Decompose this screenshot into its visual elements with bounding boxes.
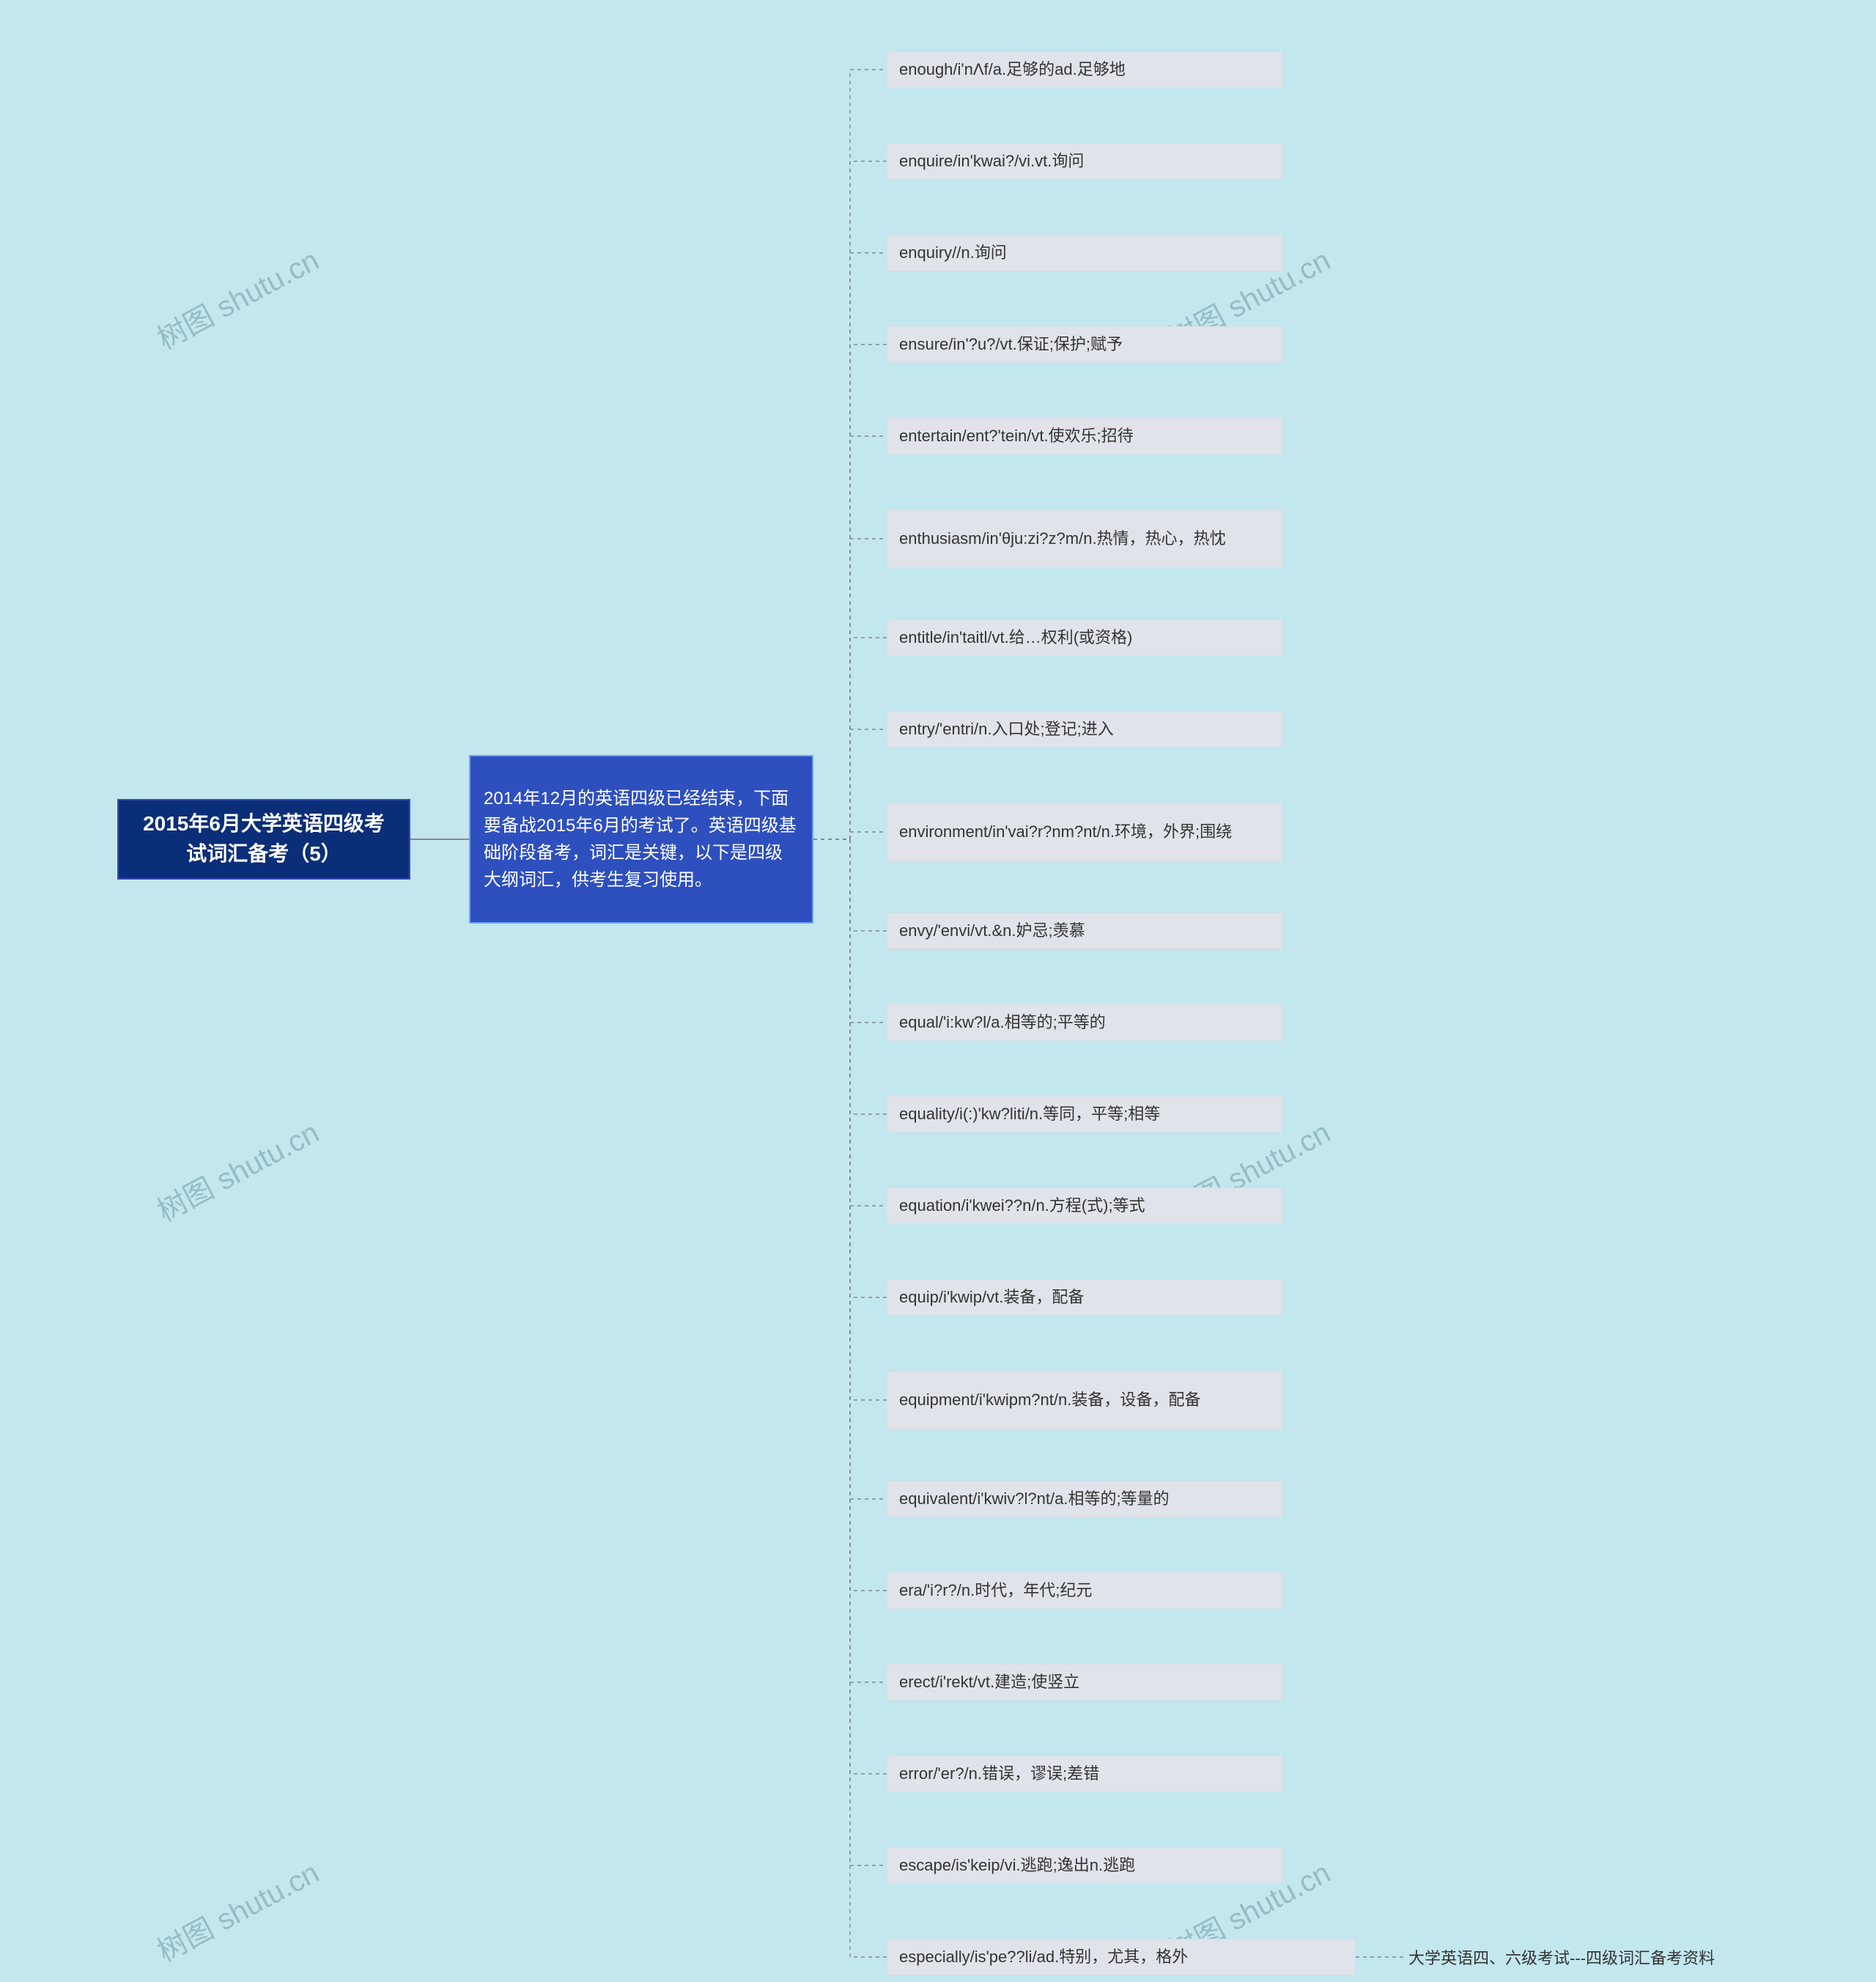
vocab-leaf[interactable]: equal/'i:kw?l/a.相等的;平等的 (887, 1004, 1282, 1041)
vocab-leaf[interactable]: enough/i'nΛf/a.足够的ad.足够地 (887, 51, 1282, 88)
final-note: 大学英语四、六级考试---四级词汇备考资料 (1407, 1942, 1832, 1972)
watermark: 树图 shutu.cn (149, 237, 325, 358)
vocab-leaf[interactable]: era/'i?r?/n.时代，年代;纪元 (887, 1572, 1282, 1609)
vocab-leaf[interactable]: equation/i'kwei??n/n.方程(式);等式 (887, 1187, 1282, 1224)
mindmap-canvas: 树图 shutu.cn树图 shutu.cn树图 shutu.cn树图 shut… (0, 0, 1876, 1982)
vocab-leaf[interactable]: ensure/in'?u?/vt.保证;保护;赋予 (887, 326, 1282, 363)
vocab-leaf[interactable]: enquire/in'kwai?/vi.vt.询问 (887, 143, 1282, 180)
vocab-leaf[interactable]: equip/i'kwip/vt.装备，配备 (887, 1279, 1282, 1316)
vocab-leaf[interactable]: equality/i(:)'kw?liti/n.等同，平等;相等 (887, 1096, 1282, 1132)
vocab-leaf[interactable]: entry/'entri/n.入口处;登记;进入 (887, 711, 1282, 748)
vocab-leaf[interactable]: entitle/in'taitl/vt.给…权利(或资格) (887, 619, 1282, 656)
vocab-leaf[interactable]: equipment/i'kwipm?nt/n.装备，设备，配备 (887, 1371, 1282, 1429)
intro-node[interactable]: 2014年12月的英语四级已经结束，下面要备战2015年6月的考试了。英语四级基… (469, 755, 813, 924)
vocab-leaf[interactable]: entertain/ent?'tein/vt.使欢乐;招待 (887, 418, 1282, 454)
vocab-leaf[interactable]: error/'er?/n.错误，谬误;差错 (887, 1756, 1282, 1792)
root-node[interactable]: 2015年6月大学英语四级考试词汇备考（5） (117, 799, 410, 880)
vocab-leaf[interactable]: escape/is'keip/vi.逃跑;逸出n.逃跑 (887, 1847, 1282, 1884)
watermark: 树图 shutu.cn (149, 1849, 325, 1970)
vocab-leaf[interactable]: especially/is'pe??li/ad.特别，尤其，格外 (887, 1939, 1356, 1975)
vocab-leaf[interactable]: enthusiasm/in'θju:zi?z?m/n.热情，热心，热忱 (887, 509, 1282, 568)
vocab-leaf[interactable]: erect/i'rekt/vt.建造;使竖立 (887, 1664, 1282, 1701)
watermark: 树图 shutu.cn (149, 1109, 325, 1230)
vocab-leaf[interactable]: envy/'envi/vt.&n.妒忌;羡慕 (887, 913, 1282, 949)
vocab-leaf[interactable]: equivalent/i'kwiv?l?nt/a.相等的;等量的 (887, 1481, 1282, 1517)
vocab-leaf[interactable]: environment/in'vai?r?nm?nt/n.环境，外界;围绕 (887, 803, 1282, 861)
vocab-leaf[interactable]: enquiry//n.询问 (887, 235, 1282, 271)
